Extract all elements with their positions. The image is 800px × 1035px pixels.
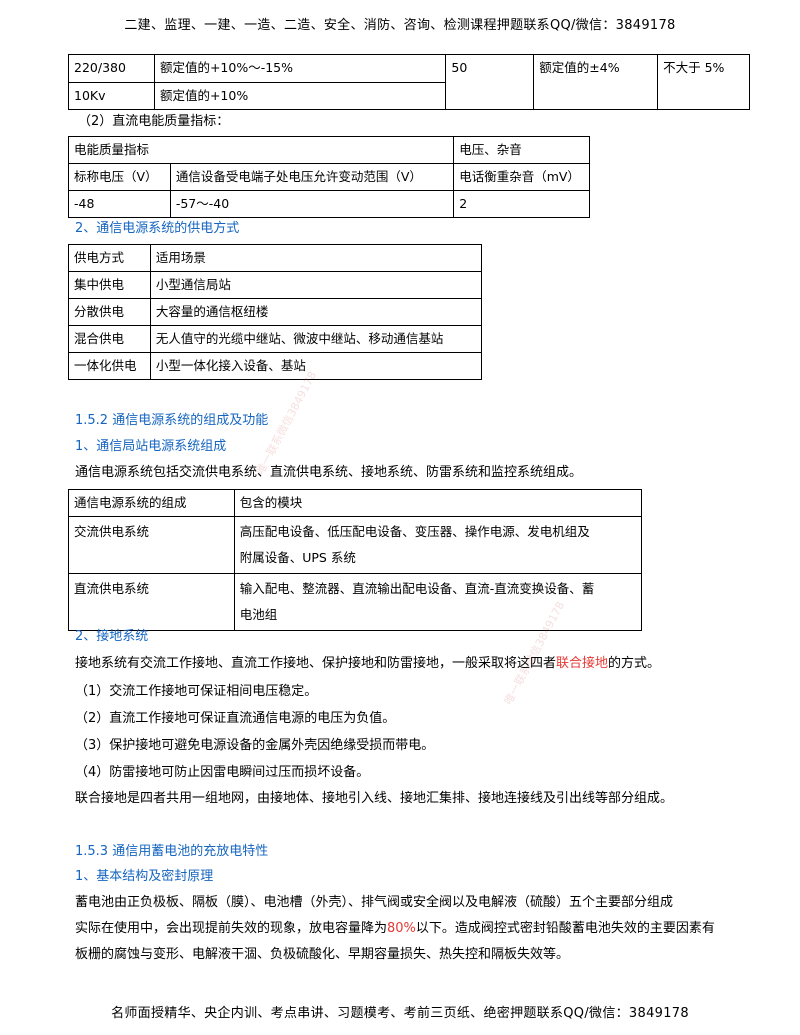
highlight-text: 80%: [387, 921, 416, 936]
section-title: 2、通信电源系统的供电方式: [75, 221, 240, 236]
paragraph: 板栅的腐蚀与变形、电解液干涸、负极硫酸化、早期容量损失、热失控和隔板失效等。: [75, 947, 570, 962]
table-row: 交流供电系统 高压配电设备、低压配电设备、变压器、操作电源、发电机组及 附属设备…: [68, 516, 643, 574]
cell-line: 高压配电设备、低压配电设备、变压器、操作电源、发电机组及: [239, 524, 590, 539]
list-item: （4）防雷接地可防止因雷电瞬间过压而损坏设备。: [75, 765, 370, 780]
table-cell: 通信电源系统的组成: [68, 489, 235, 517]
table-cell: 包含的模块: [233, 489, 643, 517]
cell-line: 电池组: [239, 607, 278, 622]
table-cell: 一体化供电: [68, 352, 151, 380]
paragraph: 接地系统有交流工作接地、直流工作接地、保护接地和防雷接地，一般采取将这四者联合接…: [75, 655, 660, 673]
table-cell: 输入配电、整流器、直流输出配电设备、直流-直流变换设备、蓄 电池组: [233, 573, 643, 631]
section-heading-1-5-3: 1.5.3 通信用蓄电池的充放电特性: [75, 844, 269, 859]
supply-mode-table: 供电方式 适用场景 集中供电 小型通信局站 分散供电 大容量的通信枢纽楼 混合供…: [68, 244, 483, 380]
list-item: （2）直流工作接地可保证直流通信电源的电压为负值。: [75, 711, 396, 726]
table-cell: 额定值的±4%: [533, 54, 659, 110]
table-cell: -48: [68, 190, 171, 218]
table-cell: 额定值的+10%: [153, 81, 447, 110]
table-cell: 集中供电: [68, 271, 151, 299]
power-system-composition-table: 通信电源系统的组成 包含的模块 交流供电系统 高压配电设备、低压配电设备、变压器…: [68, 489, 643, 631]
table-cell: 大容量的通信枢纽楼: [149, 298, 483, 326]
table-cell: -57～-40: [169, 190, 455, 218]
dc-quality-title: （2）直流电能质量指标：: [78, 114, 230, 129]
table-row: 混合供电 无人值守的光缆中继站、微波中继站、移动通信基站: [68, 325, 483, 353]
table-cell: 混合供电: [68, 325, 151, 353]
paragraph: 联合接地是四者共用一组地网，由接地体、接地引入线、接地汇集排、接地连接线及引出线…: [75, 791, 674, 806]
table-cell: 供电方式: [68, 244, 151, 272]
table-cell: 额定值的+10%～-15%: [153, 54, 447, 83]
subsection-title: 1、通信局站电源系统组成: [75, 439, 227, 454]
highlight-text: 联合接地: [556, 656, 609, 671]
table-cell: 标称电压（V）: [68, 163, 171, 191]
table-row: 直流供电系统 输入配电、整流器、直流输出配电设备、直流-直流变换设备、蓄 电池组: [68, 573, 643, 631]
paragraph: 蓄电池由正负极板、隔板（膜）、电池槽（外壳）、排气阀或安全阀以及电解液（硫酸）五…: [75, 895, 674, 910]
text-span: 以下。造成阀控式密封铅酸蓄电池失效的主要因素有: [415, 921, 715, 936]
table-row: 一体化供电 小型一体化接入设备、基站: [68, 352, 483, 380]
table-cell: 220/380: [68, 54, 155, 83]
ac-voltage-table: 220/380 额定值的+10%～-15% 50 额定值的±4% 不大于 5% …: [68, 54, 750, 110]
table-row: 电能质量指标 电压、杂音: [67, 136, 590, 164]
table-cell: 50: [445, 54, 535, 110]
table-cell: 小型一体化接入设备、基站: [149, 352, 483, 380]
subsection-title: 2、接地系统: [75, 629, 149, 644]
table-row: 通信电源系统的组成 包含的模块: [68, 489, 643, 517]
table-cell: 通信设备受电端子处电压允许变动范围（V）: [169, 163, 455, 191]
table-row: 10Kv 额定值的+10%: [68, 81, 750, 110]
table-cell: 高压配电设备、低压配电设备、变压器、操作电源、发电机组及 附属设备、UPS 系统: [233, 516, 643, 574]
table-cell: 10Kv: [68, 81, 155, 110]
table-cell: 无人值守的光缆中继站、微波中继站、移动通信基站: [149, 325, 483, 353]
table-cell: 适用场景: [149, 244, 483, 272]
page-footer: 名师面授精华、央企内训、考点串讲、习题模考、考前三页纸、绝密押题联系QQ/微信：…: [111, 1006, 689, 1021]
text-span: 的方式。: [608, 656, 661, 671]
list-item: （1）交流工作接地可保证相间电压稳定。: [75, 684, 318, 699]
subsection-title: 1、基本结构及密封原理: [75, 869, 214, 884]
text-span: 实际在使用中，会出现提前失效的现象，放电容量降为: [75, 921, 388, 936]
list-item: （3）保护接地可避免电源设备的金属外壳因绝缘受损而带电。: [75, 738, 435, 753]
text-span: 接地系统有交流工作接地、直流工作接地、保护接地和防雷接地，一般采取将这四者: [75, 656, 557, 671]
dc-quality-table: 电能质量指标 电压、杂音 标称电压（V） 通信设备受电端子处电压允许变动范围（V…: [67, 136, 590, 218]
table-cell: 电能质量指标: [67, 136, 455, 164]
table-cell: 分散供电: [68, 298, 151, 326]
table-cell: 电话衡重杂音（mV）: [453, 163, 590, 191]
paragraph: 通信电源系统包括交流供电系统、直流供电系统、接地系统、防雷系统和监控系统组成。: [75, 465, 583, 480]
table-cell: 2: [453, 190, 590, 218]
paragraph: 实际在使用中，会出现提前失效的现象，放电容量降为80%以下。造成阀控式密封铅酸蓄…: [75, 920, 715, 938]
cell-line: 输入配电、整流器、直流输出配电设备、直流-直流变换设备、蓄: [239, 581, 595, 596]
table-row: 标称电压（V） 通信设备受电端子处电压允许变动范围（V） 电话衡重杂音（mV）: [68, 163, 590, 191]
table-row: 供电方式 适用场景: [68, 244, 483, 272]
cell-line: 附属设备、UPS 系统: [239, 550, 356, 565]
section-heading-1-5-2: 1.5.2 通信电源系统的组成及功能: [75, 413, 269, 428]
table-cell: 电压、杂音: [453, 136, 590, 164]
table-row: 220/380 额定值的+10%～-15% 50 额定值的±4% 不大于 5%: [68, 54, 750, 110]
table-row: -48 -57～-40 2: [68, 190, 590, 218]
table-cell: 直流供电系统: [68, 573, 235, 631]
table-row: 集中供电 小型通信局站: [68, 271, 483, 299]
table-row: 分散供电 大容量的通信枢纽楼: [68, 298, 483, 326]
table-cell: 不大于 5%: [657, 54, 750, 110]
page-header: 二建、监理、一建、一造、二造、安全、消防、咨询、检测课程押题联系QQ/微信：38…: [124, 18, 676, 33]
table-cell: 小型通信局站: [149, 271, 483, 299]
table-cell: 交流供电系统: [68, 516, 235, 574]
